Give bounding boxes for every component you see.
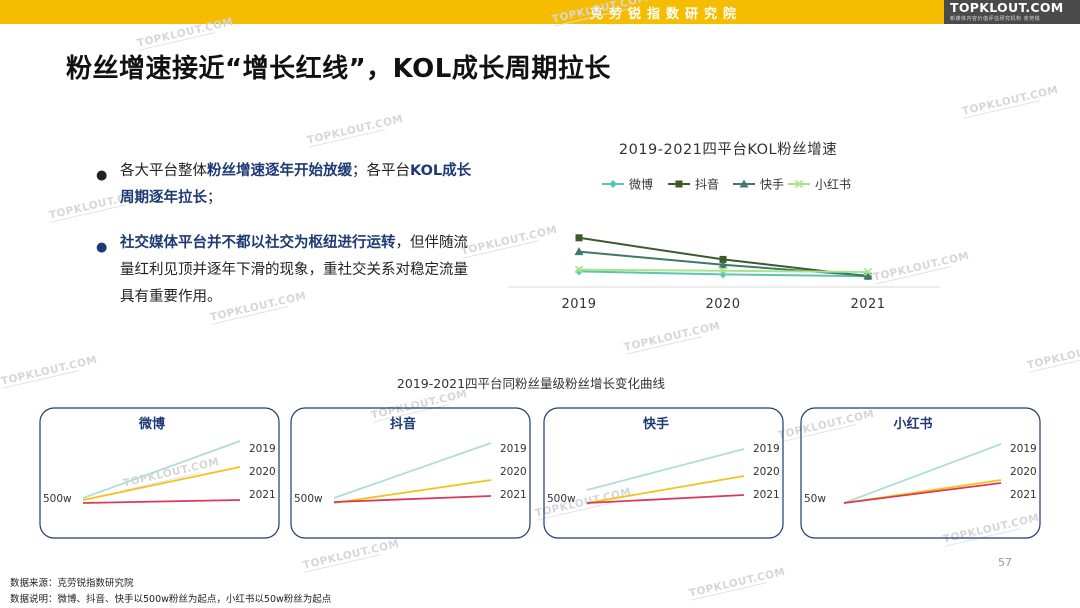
panel-start-label: 500w [547, 493, 576, 505]
chart-title: 2019-2021四平台KOL粉丝增速 [619, 141, 837, 158]
bullet-text-plain: ； [207, 190, 222, 206]
series-line [843, 443, 1002, 504]
panel-start-label: 50w [804, 493, 826, 505]
panel-start-label: 500w [294, 493, 323, 505]
chart-point [574, 247, 584, 256]
x-tick-label: 2019 [561, 297, 596, 312]
series-line [586, 475, 745, 504]
panel-frame [39, 407, 280, 539]
bullet-highlight: KOL成长周期逐年拉长 [120, 163, 472, 206]
panel-frame [290, 407, 531, 539]
panel-title: 快手 [643, 416, 669, 432]
bullet-text-plain: ，但伴随流量红利见顶并逐年下滑的现象，重社交关系对稳定流量具有重要作用。 [120, 235, 468, 305]
panel-frame [800, 407, 1041, 539]
series-line [333, 495, 492, 503]
series-line [333, 442, 492, 499]
series-line [586, 448, 745, 491]
series-label: 2021 [1010, 489, 1037, 501]
x-tick-label: 2020 [705, 297, 740, 312]
panel-start-label: 500w [43, 493, 72, 505]
legend-label: 抖音 [695, 177, 719, 192]
chart-point [739, 179, 749, 188]
panel-frame [543, 407, 784, 539]
series-line [82, 440, 241, 499]
bullet-text-plain: 各大平台整体 [120, 163, 207, 179]
series-label: 2020 [1010, 466, 1037, 478]
chart-point [719, 255, 727, 263]
series-label: 2019 [500, 443, 527, 455]
page-title: 粉丝增速接近“增长红线”，KOL成长周期拉长 [66, 54, 611, 84]
panel-title: 抖音 [390, 416, 416, 432]
chart-point [675, 180, 683, 188]
header-logo-subtext: 新媒体内容价值评估研究机构 克劳锐 [950, 16, 1041, 22]
series-line [333, 479, 492, 504]
bullet-dot-icon: ● [96, 168, 108, 183]
series-label: 2021 [500, 489, 527, 501]
series-label: 2021 [249, 489, 276, 501]
bullet-dot-icon: ● [96, 240, 108, 255]
data-description-note: 数据说明：微博、抖音、快手以500w粉丝为起点，小红书以50w粉丝为起点 [10, 594, 332, 605]
series-line [82, 466, 241, 501]
chart-point [575, 234, 583, 242]
chart-title: 2019-2021四平台同粉丝量级粉丝增长变化曲线 [397, 376, 666, 391]
x-tick-label: 2021 [850, 297, 885, 312]
series-label: 2019 [1010, 443, 1037, 455]
series-label: 2019 [753, 443, 780, 455]
panel-title: 微博 [138, 416, 165, 432]
chart-point [574, 265, 584, 274]
legend-label: 微博 [629, 177, 653, 192]
bullet-point: ● 各大平台整体粉丝增速逐年开始放缓；各平台KOL成长周期逐年拉长； [96, 158, 476, 212]
header-logo: TOPKLOUT.COM 新媒体内容价值评估研究机构 克劳锐 [944, 0, 1080, 24]
chart-point [863, 267, 873, 277]
chart-point [718, 260, 728, 269]
series-line [82, 499, 241, 504]
bullet-text: 各大平台整体粉丝增速逐年开始放缓；各平台KOL成长周期逐年拉长； [96, 158, 476, 212]
series-label: 2021 [753, 489, 780, 501]
series-label: 2019 [249, 443, 276, 455]
data-source-note: 数据来源：克劳锐指数研究院 [10, 578, 134, 589]
series-label: 2020 [500, 466, 527, 478]
legend-label: 小红书 [815, 177, 851, 192]
bullet-highlight: 粉丝增速逐年开始放缓 [207, 163, 352, 179]
series-line [586, 494, 745, 504]
bullet-text-plain: ；各平台 [352, 163, 410, 179]
legend-label: 快手 [760, 178, 784, 192]
bullet-point: ● 社交媒体平台并不都以社交为枢纽进行运转，但伴随流量红利见顶并逐年下滑的现象，… [96, 230, 476, 311]
chart-point [609, 180, 617, 188]
chart-point [794, 179, 804, 189]
header-logo-text: TOPKLOUT.COM [950, 0, 1064, 15]
series-label: 2020 [249, 466, 276, 478]
series-label: 2020 [753, 466, 780, 478]
page-number: 57 [998, 556, 1012, 569]
series-line [843, 482, 1002, 504]
bullet-text: 社交媒体平台并不都以社交为枢纽进行运转，但伴随流量红利见顶并逐年下滑的现象，重社… [96, 230, 476, 311]
bullet-highlight: 社交媒体平台并不都以社交为枢纽进行运转 [120, 235, 396, 251]
header-bar [0, 0, 1080, 24]
chart-point [863, 271, 873, 280]
panel-title: 小红书 [893, 416, 932, 432]
chart-point [718, 266, 728, 275]
